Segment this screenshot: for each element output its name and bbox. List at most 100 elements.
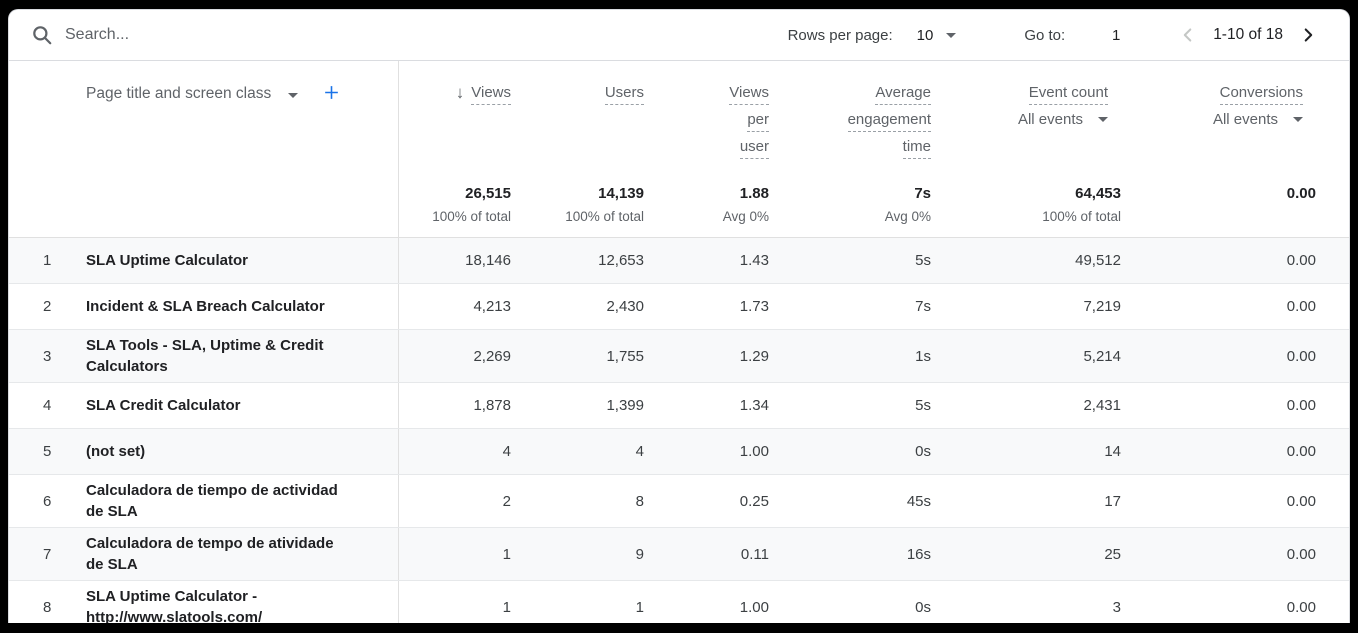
event-count-cell: 5,214 [1083,347,1121,365]
dimension-header-cell: Page title and screen class [9,61,399,176]
table-body: 1 SLA Uptime Calculator 18,146 12,653 1.… [9,238,1349,623]
conversions-cell: 0.00 [1286,298,1316,315]
views-cell: 2,269 [473,347,511,365]
conversions-cell: 0.00 [1286,545,1316,563]
goto-label: Go to: [1024,26,1066,44]
rows-per-page-select[interactable]: 10 [917,27,957,44]
table-row: 1 SLA Uptime Calculator 18,146 12,653 1.… [9,238,1349,284]
avg-engagement-cell: 5s [915,252,931,269]
conversions-filter-dropdown[interactable]: All events [1213,111,1303,128]
avg-engagement-cell: 1s [915,347,931,365]
total-avg-engagement-time: 7s Avg 0% [884,185,931,224]
event-count-cell: 2,431 [1083,397,1121,414]
page-title-cell: Incident & SLA Breach Calculator [67,284,399,329]
column-label: Event count [1028,83,1108,105]
add-dimension-button[interactable] [322,83,341,102]
avg-engagement-cell: 0s [915,443,931,460]
column-label: Users [604,83,644,105]
users-cell: 4 [635,443,644,460]
table-row: 3 SLA Tools - SLA, Uptime & Credit Calcu… [9,330,1349,383]
row-number: 7 [43,545,52,563]
views-cell: 1 [502,545,511,563]
event-count-cell: 7,219 [1083,298,1121,315]
table-row: 5 (not set) 4 4 1.00 0s 14 0.00 [9,429,1349,475]
views-per-user-cell: 1.29 [739,347,769,365]
avg-engagement-cell: 16s [906,545,931,563]
column-header-avg-engagement-time[interactable]: Average engagement time [769,61,931,176]
column-header-event-count[interactable]: Event count All events [931,61,1121,176]
total-conversions: 0.00 [1286,185,1316,202]
page-title-cell: SLA Tools - SLA, Uptime & Credit Calcula… [67,330,399,382]
column-label: per [747,110,769,132]
search-icon [31,24,53,46]
dimension-selector[interactable]: Page title and screen class [86,85,299,103]
users-cell: 1,755 [606,347,644,365]
conversions-cell: 0.00 [1286,252,1316,269]
event-count-cell: 49,512 [1075,252,1121,269]
views-per-user-cell: 1.00 [739,443,769,460]
avg-engagement-cell: 0s [915,598,931,616]
goto-page-input[interactable]: 1 [1112,26,1121,44]
column-label: user [739,137,769,159]
conversions-cell: 0.00 [1286,443,1316,460]
column-header-users[interactable]: Users [511,61,644,176]
views-per-user-cell: 1.73 [739,298,769,315]
summary-row: 26,515 100% of total 14,139 100% of tota… [9,176,1349,238]
row-number: 5 [43,443,52,460]
table-row: 7 Calculadora de tempo de atividade de S… [9,528,1349,581]
sort-descending-icon: ↓ [455,83,465,102]
next-page-button[interactable] [1295,22,1321,48]
table-header-row: Page title and screen class ↓ Views User… [9,61,1349,176]
page-title-cell: Calculadora de tiempo de actividad de SL… [67,475,399,527]
conversions-cell: 0.00 [1286,598,1316,616]
users-cell: 8 [635,492,644,510]
table-row: 8 SLA Uptime Calculator - http://www.sla… [9,581,1349,623]
table-row: 2 Incident & SLA Breach Calculator 4,213… [9,284,1349,330]
filter-label: All events [1017,111,1083,128]
conversions-cell: 0.00 [1286,492,1316,510]
chevron-down-icon [946,32,957,38]
row-number: 1 [43,252,52,269]
search-input[interactable] [65,26,385,44]
column-header-views-per-user[interactable]: Views per user [644,61,769,176]
views-cell: 4 [502,443,511,460]
views-cell: 1,878 [473,397,511,414]
chevron-right-icon [1304,28,1313,42]
page-title-cell: SLA Uptime Calculator - http://www.slato… [67,581,399,623]
column-label: Average [875,83,931,105]
row-number: 6 [43,492,52,510]
column-header-views[interactable]: ↓ Views [399,61,511,176]
conversions-cell: 0.00 [1286,347,1316,365]
users-cell: 9 [635,545,644,563]
views-cell: 1 [502,598,511,616]
event-count-filter-dropdown[interactable]: All events [1018,111,1108,128]
column-label: Conversions [1219,83,1303,105]
users-cell: 2,430 [606,298,644,315]
views-per-user-cell: 0.11 [740,545,769,563]
users-cell: 12,653 [598,252,644,269]
page-title-cell: SLA Credit Calculator [67,383,399,428]
column-header-conversions[interactable]: Conversions All events [1121,61,1316,176]
prev-page-button[interactable] [1175,22,1201,48]
analytics-table-card: Rows per page: 10 Go to: 1 1-10 of 18 [8,9,1350,623]
column-label: time [902,137,931,159]
chevron-down-icon [1293,117,1303,122]
table-toolbar: Rows per page: 10 Go to: 1 1-10 of 18 [9,10,1349,61]
views-cell: 2 [502,492,511,510]
event-count-cell: 17 [1104,492,1121,510]
plus-icon [325,86,339,99]
views-per-user-cell: 1.43 [739,252,769,269]
row-number: 2 [43,298,52,315]
row-number: 3 [43,347,52,365]
page-title-cell: (not set) [67,429,399,474]
column-label: engagement [847,110,931,132]
users-cell: 1,399 [606,397,644,414]
rows-per-page-label: Rows per page: [787,26,893,44]
views-per-user-cell: 1.34 [739,397,769,414]
total-views: 26,515 100% of total [432,185,511,224]
avg-engagement-cell: 7s [915,298,931,315]
summary-empty-cell [9,176,399,237]
page-title-cell: Calculadora de tempo de atividade de SLA [67,528,399,580]
event-count-cell: 3 [1112,598,1121,616]
total-users: 14,139 100% of total [565,185,644,224]
